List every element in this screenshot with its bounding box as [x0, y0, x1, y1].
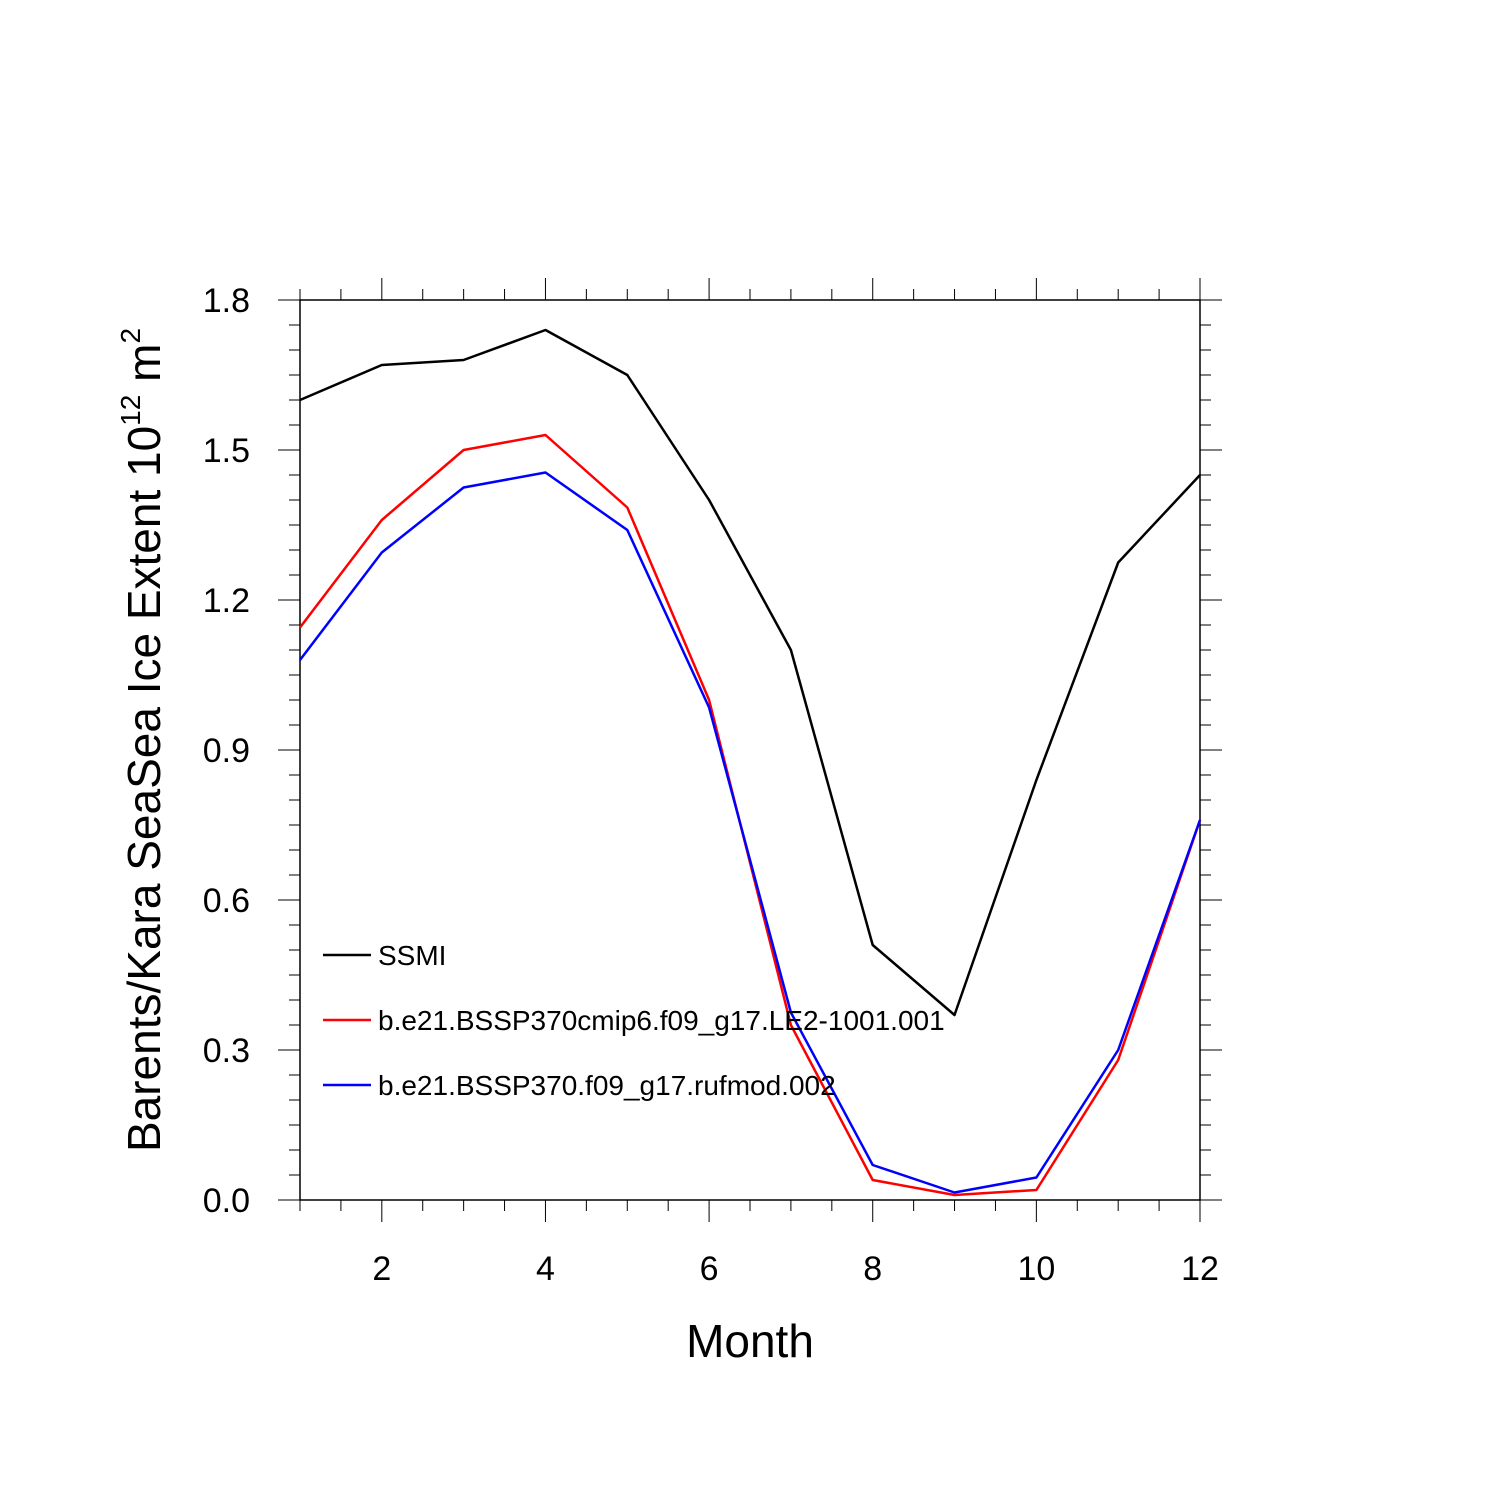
legend-label: b.e21.BSSP370cmip6.f09_g17.LE2-1001.001 [378, 1005, 945, 1036]
y-axis-title-unit-exponent: 2 [115, 328, 146, 344]
x-axis-title: Month [686, 1315, 814, 1367]
x-tick-label: 8 [863, 1250, 882, 1288]
y-axis-title: Barents/Kara SeaSea Ice Extent 1012 m2 [115, 328, 170, 1152]
y-tick-labels: 0.0 0.3 0.6 0.9 1.2 1.5 1.8 [203, 282, 250, 1220]
y-tick-label: 0.0 [203, 1182, 250, 1220]
legend-label: b.e21.BSSP370.f09_g17.rufmod.002 [378, 1070, 836, 1101]
x-tick-label: 4 [536, 1250, 555, 1288]
series-line-1 [299, 328, 1201, 1017]
y-tick-label: 1.2 [203, 582, 250, 620]
x-tick-label: 12 [1181, 1250, 1219, 1288]
x-tick-label: 6 [700, 1250, 719, 1288]
plot-frame [299, 299, 1201, 1201]
y-tick-label: 0.3 [203, 1032, 250, 1070]
series-lines [299, 328, 1202, 1197]
y-tick-label: 0.6 [203, 882, 250, 920]
legend: SSMI b.e21.BSSP370cmip6.f09_g17.LE2-1001.… [323, 940, 945, 1101]
y-tick-label: 1.5 [203, 432, 250, 470]
x-tick-label: 2 [372, 1250, 391, 1288]
x-tick-label: 10 [1017, 1250, 1055, 1288]
x-tick-labels: 2 4 6 8 10 12 [372, 1250, 1219, 1288]
y-tick-label: 1.8 [203, 282, 250, 320]
y-axis-title-exponent: 12 [115, 395, 146, 426]
y-axis-title-main: Barents/Kara SeaSea Ice Extent 10 [118, 426, 170, 1152]
axis-ticks [278, 278, 1222, 1222]
legend-label: SSMI [378, 940, 446, 971]
y-axis-title-unit: m [118, 344, 170, 395]
series-line-3 [299, 471, 1202, 1194]
y-tick-label: 0.9 [203, 732, 250, 770]
